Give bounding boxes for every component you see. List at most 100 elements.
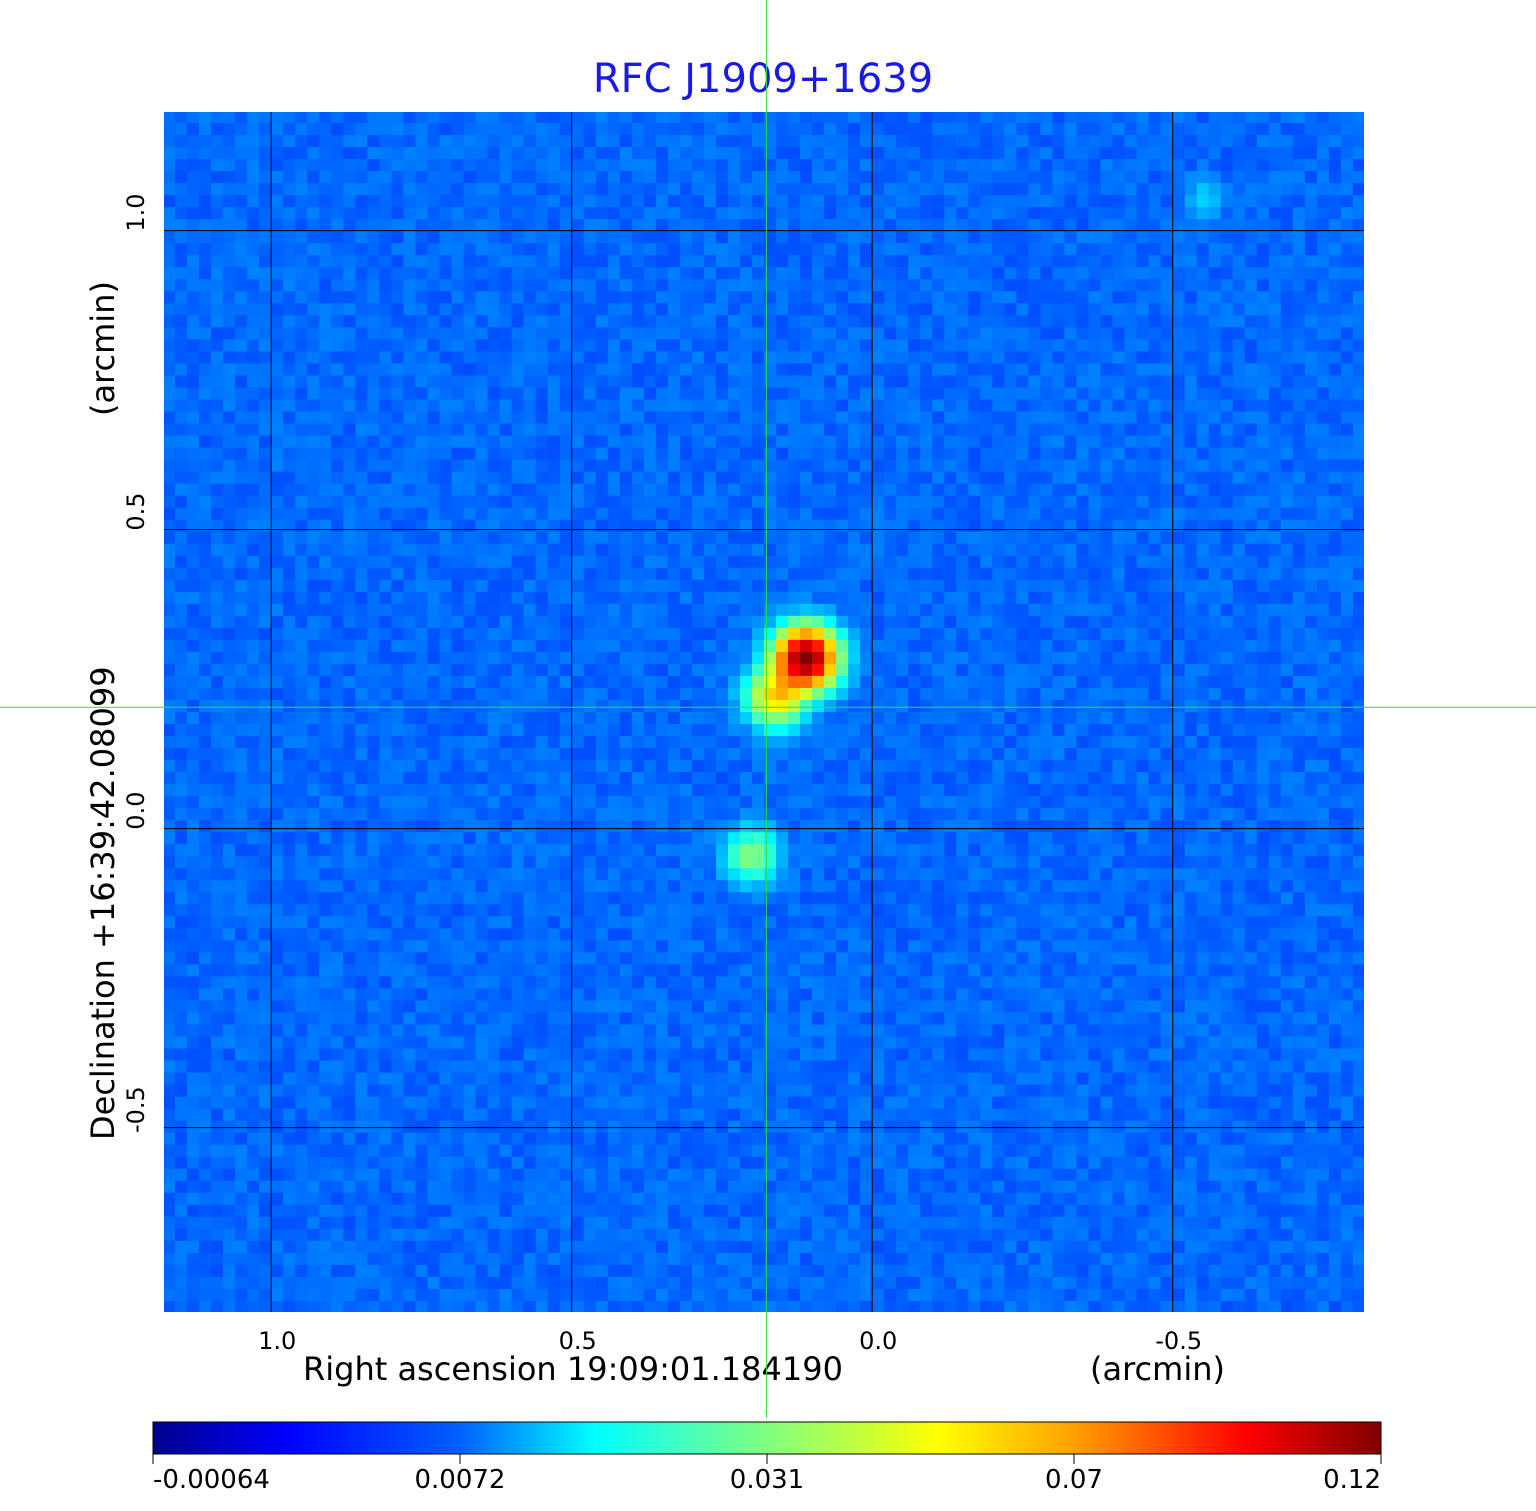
map-pixel (427, 315, 441, 328)
map-pixel (1208, 663, 1222, 677)
map-pixel (463, 411, 477, 425)
map-pixel (619, 651, 633, 665)
map-pixel (367, 411, 380, 425)
map-pixel (583, 699, 597, 713)
map-pixel (956, 543, 969, 557)
map-pixel (920, 519, 933, 533)
map-pixel (751, 183, 765, 196)
map-pixel (595, 243, 609, 256)
map-pixel (631, 687, 645, 701)
map-pixel (343, 315, 356, 328)
map-pixel (764, 339, 777, 352)
map-pixel (1124, 147, 1138, 160)
map-pixel (655, 639, 669, 653)
map-pixel (223, 555, 236, 569)
map-pixel (343, 507, 356, 521)
map-pixel (884, 363, 897, 377)
map-pixel (379, 351, 392, 365)
map-pixel (535, 591, 549, 605)
map-pixel (415, 663, 429, 677)
map-pixel (571, 219, 585, 232)
map-pixel (451, 507, 465, 521)
map-pixel (271, 507, 284, 521)
map-pixel (1028, 279, 1042, 292)
map-pixel (355, 423, 368, 437)
map-pixel (343, 471, 356, 485)
map-pixel (1028, 699, 1042, 713)
map-pixel (583, 495, 597, 509)
map-pixel (1112, 471, 1126, 485)
map-pixel (1280, 375, 1294, 389)
map-pixel (1100, 663, 1114, 677)
map-pixel (1100, 459, 1114, 473)
map-pixel (920, 339, 933, 352)
map-pixel (1184, 519, 1198, 533)
map-pixel (715, 375, 729, 389)
map-pixel (343, 543, 356, 557)
map-pixel (259, 639, 272, 653)
map-pixel (475, 231, 489, 244)
map-pixel (1352, 207, 1365, 220)
map-pixel (1316, 483, 1330, 497)
map-pixel (703, 615, 717, 629)
map-pixel (283, 303, 296, 316)
map-pixel (968, 195, 981, 208)
map-pixel (1064, 459, 1078, 473)
map-pixel (944, 303, 957, 316)
map-pixel (547, 627, 561, 641)
map-pixel (1328, 591, 1342, 605)
map-pixel (403, 543, 417, 557)
map-pixel (1172, 291, 1186, 304)
map-pixel (343, 363, 356, 377)
map-pixel (511, 171, 525, 184)
map-pixel (691, 675, 705, 689)
map-pixel (1232, 267, 1246, 280)
map-pixel (607, 519, 621, 533)
map-pixel (595, 303, 609, 316)
map-pixel (1328, 267, 1342, 280)
map-pixel (439, 159, 453, 172)
map-pixel (391, 231, 404, 244)
map-pixel (1136, 459, 1150, 473)
map-pixel (956, 363, 969, 377)
map-pixel (932, 687, 945, 701)
map-pixel (331, 507, 344, 521)
map-pixel (1076, 591, 1090, 605)
map-pixel (1076, 507, 1090, 521)
map-pixel (800, 123, 813, 136)
map-pixel (884, 327, 897, 340)
map-pixel (523, 315, 537, 328)
map-pixel (655, 255, 669, 268)
map-pixel (968, 495, 981, 509)
map-pixel (1340, 459, 1354, 473)
map-pixel (1184, 159, 1198, 172)
map-pixel (619, 111, 633, 124)
map-pixel (259, 219, 272, 232)
map-pixel (932, 639, 945, 653)
map-pixel (223, 243, 236, 256)
map-pixel (1340, 111, 1354, 124)
map-pixel (860, 111, 873, 124)
map-pixel (199, 327, 212, 340)
map-pixel (860, 555, 873, 569)
map-pixel (631, 603, 645, 617)
map-pixel (619, 339, 633, 352)
map-pixel (932, 123, 945, 136)
map-pixel (655, 699, 669, 713)
map-pixel (523, 291, 537, 304)
map-pixel (1220, 483, 1234, 497)
map-pixel (1100, 195, 1114, 208)
map-pixel (920, 447, 933, 461)
map-pixel (619, 483, 633, 497)
map-pixel (1088, 615, 1102, 629)
map-pixel (379, 555, 392, 569)
map-pixel (355, 171, 368, 184)
map-pixel (451, 423, 465, 437)
map-pixel (511, 423, 525, 437)
map-pixel (932, 255, 945, 268)
map-pixel (691, 531, 705, 545)
map-pixel (1304, 339, 1318, 352)
map-pixel (331, 471, 344, 485)
map-pixel (1292, 111, 1306, 124)
map-pixel (295, 279, 308, 292)
